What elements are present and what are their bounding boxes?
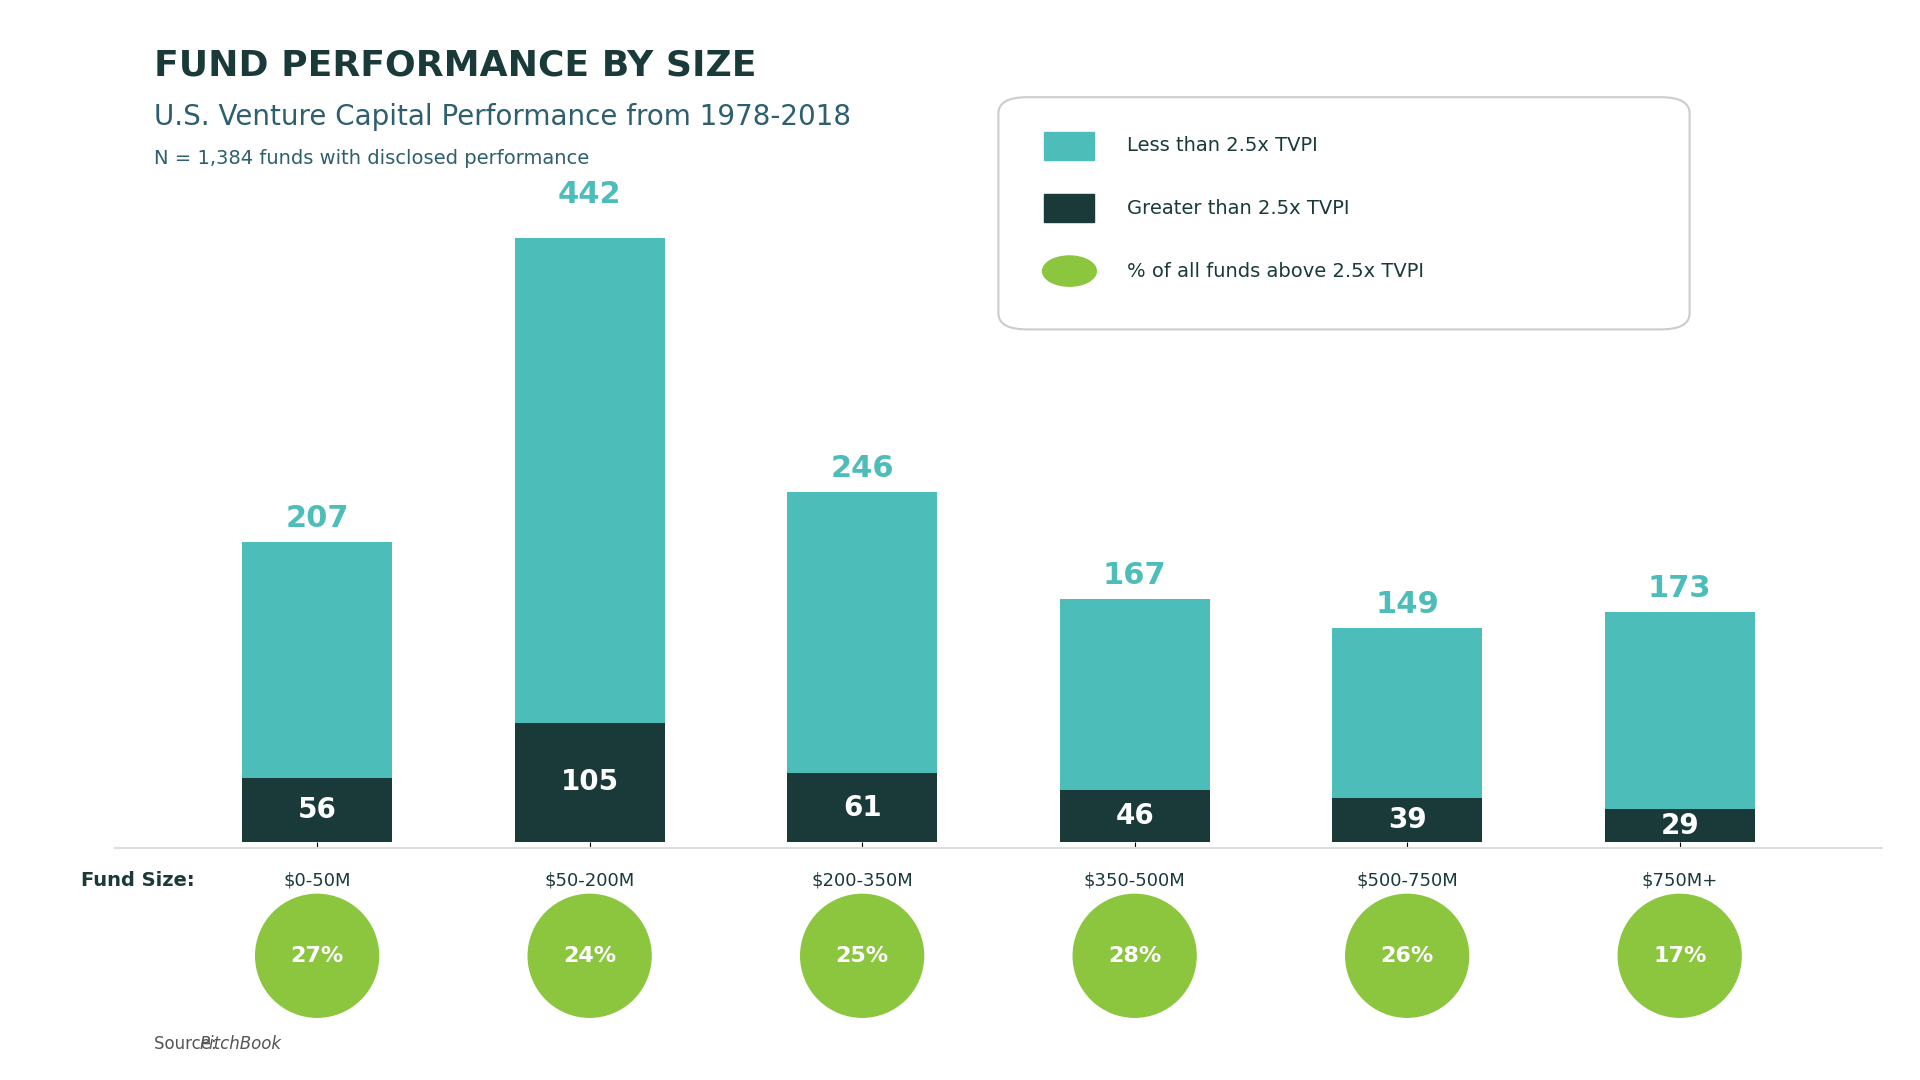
Bar [1060, 789, 1210, 842]
Text: 27%: 27% [290, 946, 344, 966]
Text: 17%: 17% [1653, 946, 1707, 966]
Text: Fund Size:: Fund Size: [81, 870, 194, 890]
Text: 149: 149 [1379, 690, 1436, 718]
Text: $500-750M: $500-750M [1356, 872, 1457, 889]
Text: 246: 246 [829, 454, 895, 483]
Text: Source:: Source: [154, 1035, 221, 1053]
Text: FUND PERFORMANCE BY SIZE: FUND PERFORMANCE BY SIZE [154, 49, 756, 82]
Text: 28%: 28% [1108, 946, 1162, 966]
Bar [787, 773, 937, 842]
Text: 442: 442 [559, 180, 622, 210]
Text: 61: 61 [843, 794, 881, 822]
Text: 56: 56 [298, 796, 336, 824]
Text: Less than 2.5x TVPI: Less than 2.5x TVPI [1127, 136, 1317, 156]
Bar [1605, 612, 1755, 809]
Text: 39: 39 [1388, 806, 1427, 834]
Bar [1332, 798, 1482, 842]
Bar [1060, 599, 1210, 789]
Text: 29: 29 [1661, 812, 1699, 840]
Text: $50-200M: $50-200M [545, 872, 636, 889]
Text: U.S. Venture Capital Performance from 1978-2018: U.S. Venture Capital Performance from 19… [154, 103, 851, 131]
Text: 167: 167 [1106, 671, 1164, 699]
Text: 173: 173 [1647, 573, 1711, 603]
Text: 246: 246 [833, 605, 891, 633]
Text: 149: 149 [1375, 590, 1440, 619]
Text: $0-50M: $0-50M [284, 872, 351, 889]
Bar [242, 779, 392, 842]
Text: Greater than 2.5x TVPI: Greater than 2.5x TVPI [1127, 199, 1350, 218]
Text: 207: 207 [286, 504, 349, 534]
Text: 207: 207 [288, 635, 346, 662]
Bar [515, 218, 664, 723]
Text: $750M+: $750M+ [1642, 872, 1718, 889]
Bar [1605, 809, 1755, 842]
Text: 173: 173 [1651, 687, 1709, 715]
Text: 24%: 24% [563, 946, 616, 966]
Text: 25%: 25% [835, 946, 889, 966]
Text: $350-500M: $350-500M [1083, 872, 1185, 889]
Text: 46: 46 [1116, 802, 1154, 831]
Bar [242, 542, 392, 779]
Bar [515, 723, 664, 842]
Text: 167: 167 [1102, 562, 1167, 590]
Text: 105: 105 [561, 769, 618, 796]
Text: 442: 442 [561, 431, 618, 459]
Text: $200-350M: $200-350M [812, 872, 914, 889]
Text: % of all funds above 2.5x TVPI: % of all funds above 2.5x TVPI [1127, 261, 1425, 281]
Text: 26%: 26% [1380, 946, 1434, 966]
Bar [1332, 627, 1482, 798]
Bar [787, 492, 937, 773]
Text: PitchBook: PitchBook [200, 1035, 282, 1053]
Text: N = 1,384 funds with disclosed performance: N = 1,384 funds with disclosed performan… [154, 149, 589, 168]
